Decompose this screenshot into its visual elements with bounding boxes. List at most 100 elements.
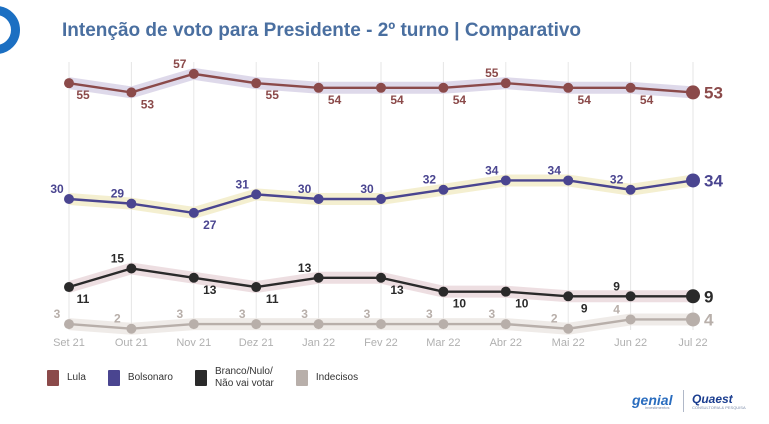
data-point xyxy=(188,207,199,218)
data-label: 10 xyxy=(453,297,467,311)
genial-logo-sub: investimentos xyxy=(645,405,670,410)
data-point xyxy=(500,175,511,186)
x-tick-label: Mar 22 xyxy=(426,337,460,349)
data-label: 32 xyxy=(610,173,624,187)
data-point xyxy=(64,194,74,204)
data-label: 3 xyxy=(176,307,183,321)
data-label: 55 xyxy=(266,88,280,102)
data-point xyxy=(686,312,700,327)
data-label: 29 xyxy=(111,187,125,201)
x-tick-label: Nov 21 xyxy=(176,337,211,349)
data-label: 54 xyxy=(328,93,342,107)
data-label: 31 xyxy=(236,177,250,191)
data-label: 34 xyxy=(704,171,723,190)
data-label: 3 xyxy=(426,307,433,321)
data-label: 13 xyxy=(203,283,217,297)
data-label: 3 xyxy=(488,307,495,321)
data-point xyxy=(251,282,262,293)
data-point xyxy=(438,82,449,93)
data-point xyxy=(438,319,449,330)
data-label: 3 xyxy=(301,307,308,321)
chart-title: Intenção de voto para Presidente - 2º tu… xyxy=(62,20,582,41)
x-tick-label: Out 21 xyxy=(115,337,148,349)
genial-logo: genial xyxy=(632,392,673,408)
data-point xyxy=(126,323,137,334)
data-point xyxy=(64,319,74,330)
legend-swatch xyxy=(194,370,207,386)
data-label: 9 xyxy=(704,287,713,306)
data-label: 53 xyxy=(141,97,155,111)
data-label: 3 xyxy=(364,307,371,321)
data-point xyxy=(251,189,262,200)
x-tick-label: Jan 22 xyxy=(302,337,335,349)
data-label: 30 xyxy=(360,182,374,196)
quaest-logo-sub: CONSULTORIA & PESQUISA xyxy=(692,405,746,410)
legend-label: Branco/Nulo/ Não vai votar xyxy=(214,366,274,389)
data-label: 30 xyxy=(50,182,64,196)
data-point xyxy=(686,289,700,304)
data-point xyxy=(188,272,199,283)
data-point xyxy=(500,78,511,89)
data-point xyxy=(500,286,511,297)
data-point xyxy=(500,319,511,330)
data-point xyxy=(625,314,636,325)
data-point xyxy=(251,78,262,89)
data-label: 9 xyxy=(613,279,620,293)
legend-label: Lula xyxy=(67,372,86,383)
data-label: 3 xyxy=(239,307,246,321)
data-label: 11 xyxy=(266,292,279,306)
data-point xyxy=(625,82,636,93)
quaest-logo: Quaest xyxy=(692,392,733,406)
brand-separator xyxy=(683,390,684,412)
data-point xyxy=(64,78,74,89)
data-point xyxy=(376,319,386,330)
x-tick-label: Fev 22 xyxy=(364,337,398,349)
legend-item: Lula xyxy=(47,370,86,386)
data-point xyxy=(376,194,386,204)
data-point xyxy=(313,272,324,283)
data-label: 4 xyxy=(704,310,714,329)
data-label: 34 xyxy=(548,163,562,177)
data-label: 54 xyxy=(453,93,467,107)
data-point xyxy=(625,184,636,195)
data-point xyxy=(686,85,700,100)
data-label: 2 xyxy=(551,312,558,326)
data-point xyxy=(126,198,137,209)
data-point xyxy=(376,272,386,283)
data-label: 32 xyxy=(423,173,437,187)
data-point xyxy=(686,173,700,188)
legend-swatch xyxy=(295,370,308,386)
data-label: 11 xyxy=(77,292,90,306)
data-point xyxy=(64,282,74,293)
legend-swatch xyxy=(47,370,59,386)
data-point xyxy=(251,319,262,330)
data-point xyxy=(438,286,449,297)
x-tick-label: Jul 22 xyxy=(678,337,707,349)
data-point xyxy=(188,68,199,79)
data-label: 10 xyxy=(515,297,529,311)
data-label: 13 xyxy=(298,261,312,275)
x-tick-label: Abr 22 xyxy=(490,337,522,349)
data-label: 54 xyxy=(578,93,592,107)
data-label: 53 xyxy=(704,83,723,102)
data-label: 2 xyxy=(114,312,121,326)
legend-label: Indecisos xyxy=(315,372,359,383)
data-point xyxy=(563,291,574,302)
legend-item: Indecisos xyxy=(295,370,359,386)
data-point xyxy=(188,319,199,330)
data-label: 55 xyxy=(485,66,499,80)
legend-item: Branco/Nulo/ Não vai votar xyxy=(194,366,274,390)
data-label: 3 xyxy=(54,307,61,321)
data-label: 34 xyxy=(485,163,499,177)
data-point xyxy=(313,194,324,204)
legend-label: Bolsonaro xyxy=(127,372,173,383)
data-label: 27 xyxy=(203,218,217,232)
data-point xyxy=(563,175,574,186)
data-point xyxy=(126,87,137,98)
data-point xyxy=(625,291,636,302)
legend-swatch xyxy=(107,370,120,386)
data-label: 15 xyxy=(111,252,125,266)
x-tick-label: Mai 22 xyxy=(552,337,585,349)
data-point xyxy=(438,184,449,195)
